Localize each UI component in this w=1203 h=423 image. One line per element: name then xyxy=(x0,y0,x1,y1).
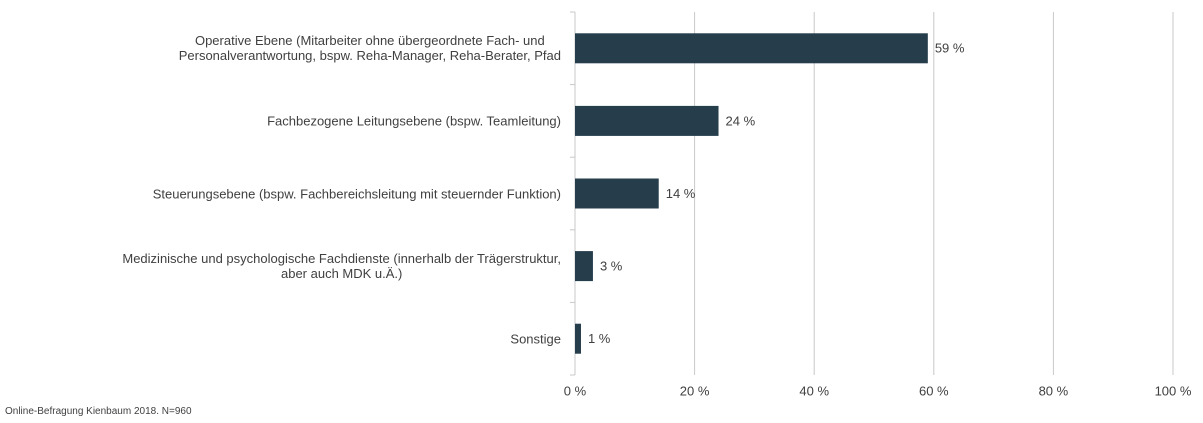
value-label: 3 % xyxy=(600,259,623,274)
category-label: Fachbezogene Leitungsebene (bspw. Teamle… xyxy=(267,113,561,129)
footnote: Online-Befragung Kienbaum 2018. N=960 xyxy=(5,406,192,417)
category-label: Sonstige xyxy=(510,331,561,347)
category-label: Operative Ebene (Mitarbeiter ohne überge… xyxy=(178,33,561,64)
bar xyxy=(575,251,593,282)
bar xyxy=(575,178,659,209)
value-label: 14 % xyxy=(666,186,696,201)
category-label: Steuerungsebene (bspw. Fachbereichsleitu… xyxy=(152,186,561,201)
value-label: 24 % xyxy=(726,113,756,128)
value-label: 59 % xyxy=(935,41,965,56)
bar xyxy=(575,323,581,354)
x-tick-label: 20 % xyxy=(680,383,710,398)
x-tick-label: 60 % xyxy=(919,383,949,398)
category-label: Medizinische und psychologische Fachdien… xyxy=(122,251,561,282)
x-tick-label: 100 % xyxy=(1155,383,1192,398)
x-tick-label: 0 % xyxy=(564,383,587,398)
x-tick-label: 40 % xyxy=(799,383,829,398)
x-tick-label: 80 % xyxy=(1039,383,1069,398)
value-label: 1 % xyxy=(588,331,611,346)
bar xyxy=(575,33,928,64)
bar xyxy=(575,105,719,136)
